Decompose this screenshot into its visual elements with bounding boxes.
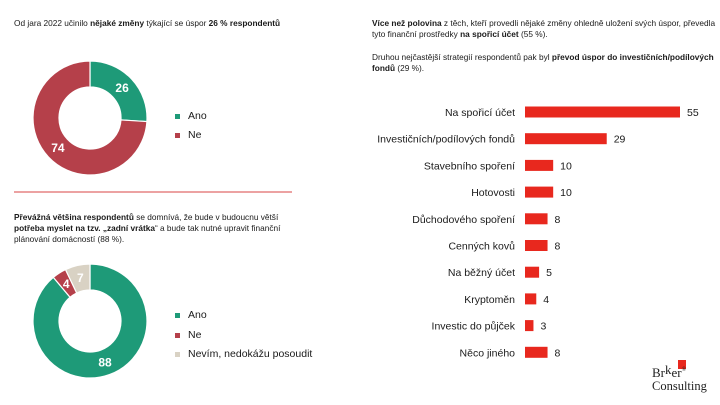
- donut-value-label: 88: [98, 355, 112, 369]
- bar-category-label: Stavebního spoření: [424, 160, 515, 172]
- legend-swatch: [175, 132, 180, 138]
- bar-value-label: 10: [560, 160, 572, 172]
- bar-value-label: 55: [687, 107, 699, 119]
- logo-word-broker: Brker®: [652, 362, 687, 380]
- bar: [525, 293, 537, 305]
- text-part: se domnívá, že bude v budoucnu větší: [133, 212, 279, 222]
- bar-chart-strategies: Na spořicí účet 55 Investičních/podílových…: [377, 106, 699, 359]
- text-bold: Převážná většina respondentů: [14, 212, 134, 222]
- logo-red-mark: [678, 360, 686, 369]
- bar-value-label: 10: [560, 187, 572, 199]
- legend-label: Ne: [188, 129, 202, 141]
- bar: [525, 159, 554, 171]
- legend-swatch: [175, 312, 180, 318]
- legend-label: Ano: [188, 110, 207, 122]
- text-bold: převod úspor do investičních/podílových …: [372, 52, 714, 73]
- text-part: týkající se úspor: [144, 18, 209, 28]
- donut-slice-0: [32, 263, 148, 379]
- legend-item-nevim-2: Nevím, nedokážu posoudit: [175, 348, 312, 360]
- text-bold: nějaké změny: [90, 18, 145, 28]
- donut-value-label: 26: [115, 81, 129, 95]
- summary-text-1: Od jara 2022 učinilo nějaké změny týkají…: [14, 18, 334, 29]
- text-part: (29 %).: [395, 63, 425, 73]
- legend-label: Nevím, nedokážu posoudit: [188, 348, 313, 360]
- donut-chart-changes: 26 74: [32, 60, 148, 176]
- broker-consulting-logo: Brker® Consulting: [648, 354, 718, 400]
- bar: [525, 346, 548, 358]
- bar: [525, 186, 554, 198]
- text-part: Od jara 2022 učinilo: [14, 18, 91, 28]
- legend-item-ne-1: Ne: [175, 129, 201, 141]
- bar-category-label: Na běžný účet: [448, 267, 515, 279]
- bar-category-label: Kryptoměn: [464, 294, 515, 306]
- text-bold: na spořicí účet: [460, 29, 519, 39]
- donut-value-label: 7: [77, 271, 84, 285]
- bar-value-label: 4: [543, 294, 549, 306]
- bar: [525, 213, 548, 225]
- bar-category-label: Na spořicí účet: [445, 107, 515, 119]
- logo-graphic: Brker® Consulting: [652, 360, 708, 393]
- donut-value-label: 4: [63, 277, 70, 291]
- legend-item-ano-1: Ano: [175, 110, 207, 122]
- bar: [525, 266, 540, 278]
- summary-text-2: Převážná většina respondentů se domnívá,…: [14, 212, 306, 245]
- legend-swatch: [175, 332, 180, 338]
- bar-category-label: Investičních/podílových fondů: [377, 134, 515, 146]
- text-part: “ a bude tak nutné upravit finanční plán…: [14, 223, 281, 244]
- bar-category-label: Cenných kovů: [448, 241, 515, 253]
- summary-text-3: Více než polovina z těch, kteří provedli…: [372, 18, 717, 40]
- bar: [525, 133, 607, 145]
- donut-value-label: 74: [51, 141, 65, 155]
- bar-category-label: Něco jiného: [460, 347, 516, 359]
- bar-value-label: 8: [555, 347, 561, 359]
- bar: [525, 320, 534, 332]
- bar-value-label: 8: [555, 241, 561, 253]
- text-part: z těch, kteří provedli nějaké změny ohle…: [372, 18, 716, 39]
- bar: [525, 240, 548, 251]
- donut-slice-2: [64, 263, 91, 294]
- legend-item-ano-2: Ano: [175, 309, 207, 321]
- text-bold: Více než polovina: [372, 18, 442, 28]
- bar-value-label: 3: [540, 321, 546, 333]
- legend-swatch: [175, 113, 180, 119]
- bar-category-label: Důchodového spoření: [412, 214, 515, 226]
- bar-value-label: 8: [555, 214, 561, 226]
- legend-label: Ne: [188, 329, 202, 341]
- donut-chart-backdoor: 88 4 7: [32, 263, 148, 379]
- bar-value-label: 5: [546, 267, 552, 279]
- legend-label: Ano: [188, 309, 207, 321]
- text-bold: 26 % respondentů: [208, 18, 281, 28]
- bar-value-label: 29: [614, 134, 626, 146]
- summary-text-4: Druhou nejčastější strategií respondentů…: [372, 52, 717, 74]
- text-part: Druhou nejčastější strategií respondentů…: [372, 52, 552, 62]
- bar-category-label: Investic do půjček: [432, 321, 516, 333]
- donut-slice-1: [32, 60, 148, 176]
- legend-item-ne-2: Ne: [175, 329, 201, 341]
- bar: [525, 106, 680, 118]
- bar-category-label: Hotovosti: [471, 187, 515, 199]
- text-part: (55 %).: [518, 29, 548, 39]
- legend-swatch: [175, 351, 180, 357]
- text-bold: potřeba myslet na tzv. „zadní vrátka: [14, 223, 155, 233]
- logo-word-consulting: Consulting: [652, 379, 708, 393]
